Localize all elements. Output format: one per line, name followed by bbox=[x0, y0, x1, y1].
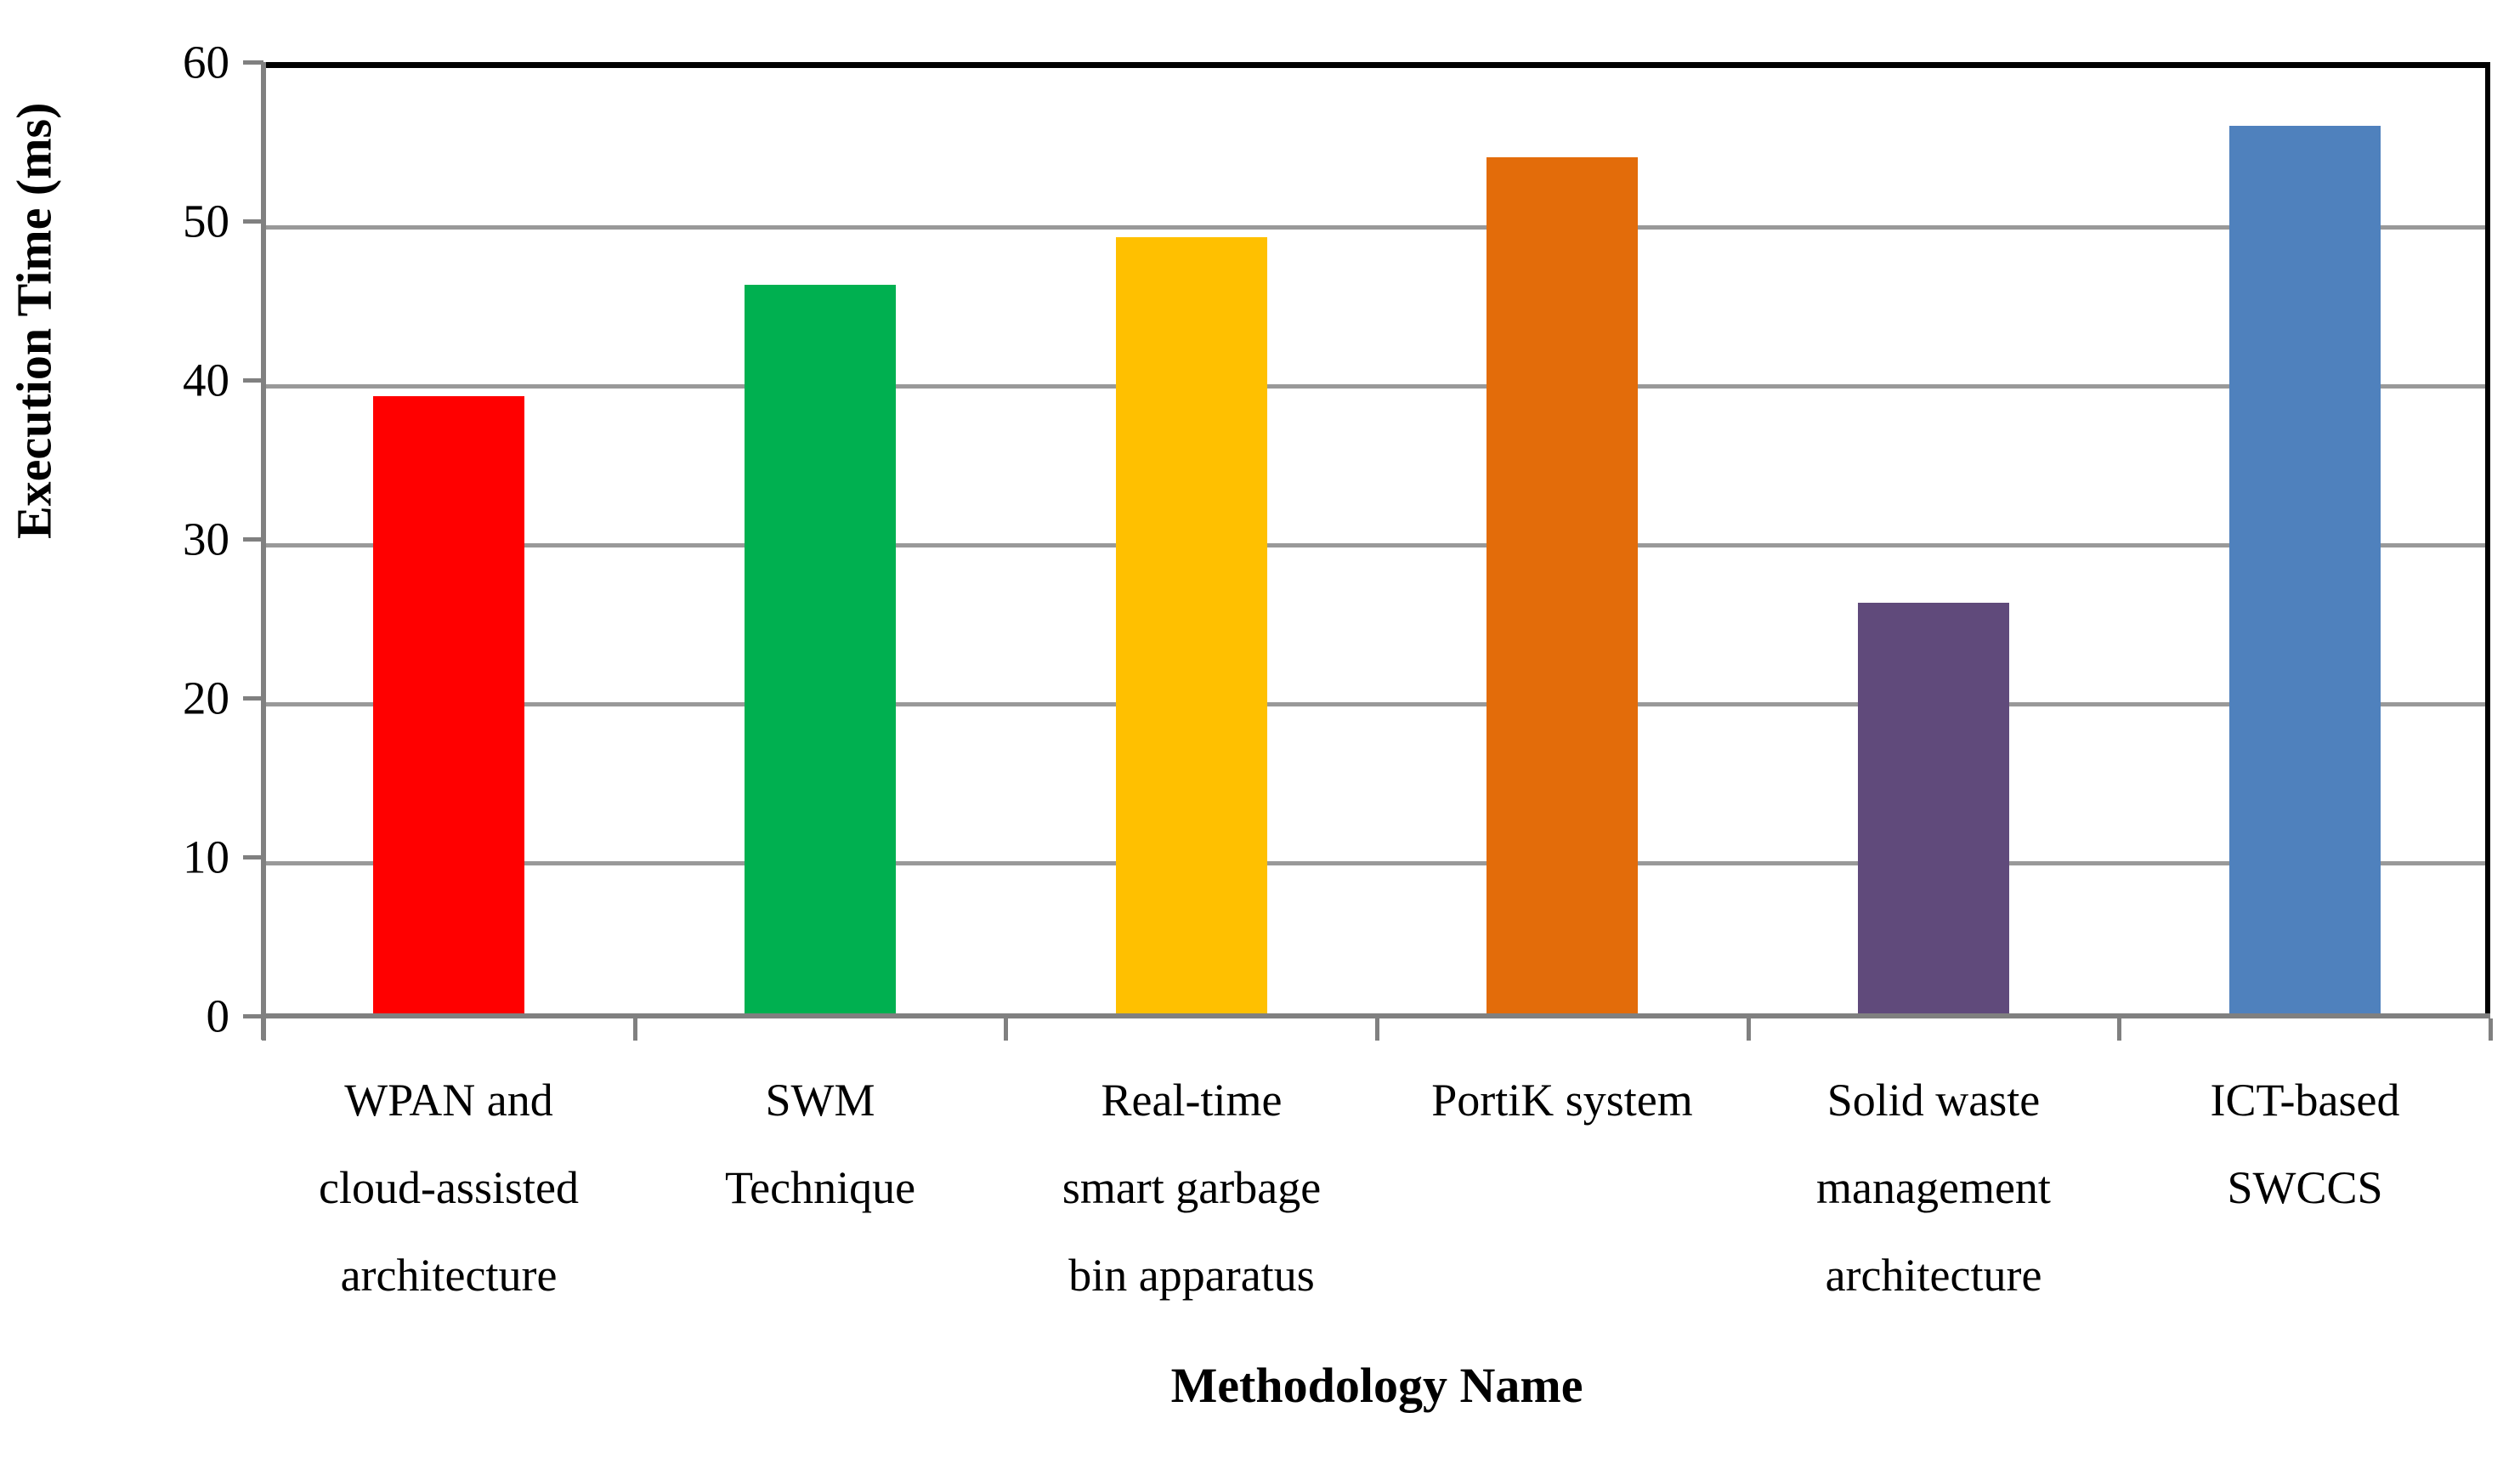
category-label-line: PortiK system bbox=[1431, 1075, 1693, 1126]
y-tick-label-60: 60 bbox=[183, 36, 229, 88]
category-label-line: ICT-based bbox=[2210, 1075, 2400, 1126]
category-label-line: architecture bbox=[1825, 1250, 2042, 1301]
category-label-line: bin apparatus bbox=[1068, 1250, 1315, 1301]
category-label-line: Technique bbox=[724, 1162, 916, 1213]
category-label-line: cloud-assisted bbox=[319, 1162, 579, 1213]
x-axis-line bbox=[263, 1013, 2490, 1018]
x-tick-mark-3 bbox=[1375, 1018, 1379, 1041]
y-tick-label-50: 50 bbox=[183, 195, 229, 247]
bar-3 bbox=[1116, 237, 1267, 1016]
y-tick-mark-40 bbox=[243, 378, 263, 383]
bar-4 bbox=[1487, 157, 1638, 1016]
category-label-line: Solid waste bbox=[1826, 1075, 2041, 1126]
category-label-line: SWM bbox=[765, 1075, 875, 1126]
plot-area bbox=[263, 62, 2490, 1016]
category-label-line: SWCCS bbox=[2227, 1162, 2383, 1213]
y-tick-label-20: 20 bbox=[183, 672, 229, 724]
category-label-6: ICT-based SWCCS bbox=[2101, 1057, 2509, 1232]
y-tick-label-40: 40 bbox=[183, 354, 229, 406]
bar-5 bbox=[1858, 603, 2009, 1016]
category-label-3: Real-time smart garbage bin apparatus bbox=[988, 1057, 1396, 1319]
gridline-30 bbox=[263, 543, 2485, 547]
x-tick-mark-5 bbox=[2117, 1018, 2121, 1041]
bar-1 bbox=[373, 396, 524, 1016]
gridline-10 bbox=[263, 861, 2485, 865]
category-label-line: Real-time bbox=[1101, 1075, 1283, 1126]
y-tick-mark-0 bbox=[243, 1014, 263, 1018]
x-axis-title: Methodology Name bbox=[1170, 1358, 1583, 1413]
y-tick-mark-60 bbox=[243, 60, 263, 65]
x-tick-mark-4 bbox=[1747, 1018, 1751, 1041]
x-tick-mark-1 bbox=[633, 1018, 637, 1041]
category-label-4: PortiK system bbox=[1358, 1057, 1766, 1144]
y-axis-line bbox=[261, 62, 266, 1040]
category-label-line: WPAN and bbox=[344, 1075, 553, 1126]
category-label-2: SWM Technique bbox=[616, 1057, 1024, 1232]
gridline-50 bbox=[263, 225, 2485, 230]
y-tick-mark-20 bbox=[243, 696, 263, 701]
x-tick-mark-0 bbox=[262, 1018, 266, 1041]
x-tick-mark-6 bbox=[2489, 1018, 2493, 1041]
x-tick-mark-2 bbox=[1004, 1018, 1008, 1041]
y-tick-label-30: 30 bbox=[183, 513, 229, 565]
y-axis-title: Execution Time (ms) bbox=[6, 102, 62, 539]
y-tick-mark-10 bbox=[243, 855, 263, 859]
y-tick-label-10: 10 bbox=[183, 831, 229, 883]
category-label-1: WPAN and cloud-assisted architecture bbox=[245, 1057, 653, 1319]
y-tick-mark-30 bbox=[243, 537, 263, 542]
bar-2 bbox=[745, 285, 896, 1016]
category-label-line: management bbox=[1816, 1162, 2051, 1213]
y-tick-label-0: 0 bbox=[206, 990, 230, 1042]
category-label-5: Solid waste management architecture bbox=[1730, 1057, 2138, 1319]
gridline-20 bbox=[263, 702, 2485, 706]
gridline-40 bbox=[263, 384, 2485, 389]
category-label-line: smart garbage bbox=[1062, 1162, 1322, 1213]
category-label-line: architecture bbox=[340, 1250, 558, 1301]
y-tick-mark-50 bbox=[243, 219, 263, 224]
bar-6 bbox=[2229, 126, 2381, 1016]
